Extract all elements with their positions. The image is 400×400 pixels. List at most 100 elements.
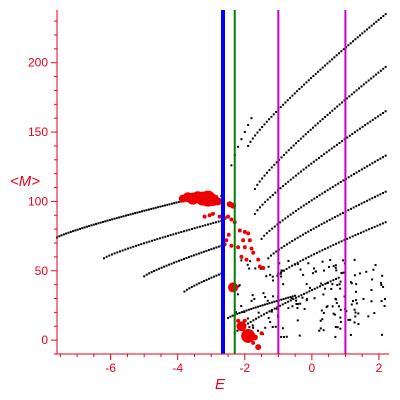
black-point	[200, 281, 203, 284]
black-point	[384, 221, 387, 224]
black-point	[215, 274, 218, 277]
black-point	[326, 113, 329, 116]
black-point	[124, 248, 127, 251]
black-point	[328, 111, 331, 114]
black-point	[217, 220, 220, 223]
black-point	[310, 162, 313, 165]
black-point	[328, 149, 331, 152]
black-point	[280, 271, 283, 274]
black-point	[163, 204, 166, 207]
black-point	[282, 185, 285, 188]
black-point	[372, 268, 375, 271]
black-point	[285, 243, 288, 246]
black-point	[85, 225, 88, 228]
black-point	[382, 15, 385, 18]
black-point	[302, 135, 305, 138]
black-point	[352, 206, 355, 209]
black-point	[271, 279, 274, 282]
black-point	[254, 306, 257, 309]
black-point	[305, 166, 308, 169]
black-point	[291, 94, 294, 97]
black-point	[271, 275, 274, 278]
black-point	[173, 261, 176, 264]
black-point	[129, 213, 132, 216]
black-point	[280, 269, 283, 272]
black-point	[355, 171, 358, 174]
black-point	[265, 275, 268, 278]
black-point	[69, 230, 72, 233]
black-point	[320, 223, 323, 226]
black-point	[379, 69, 382, 72]
black-point	[335, 242, 338, 245]
black-point	[227, 316, 230, 319]
black-point	[138, 210, 141, 213]
black-point	[356, 129, 359, 132]
black-point	[364, 124, 367, 127]
black-point	[371, 162, 374, 165]
black-point	[384, 13, 387, 16]
black-point	[381, 222, 384, 225]
black-point	[203, 280, 206, 283]
black-point	[256, 209, 259, 212]
red-point	[242, 245, 247, 250]
black-point	[380, 333, 383, 336]
black-point	[370, 289, 373, 292]
black-point	[369, 120, 372, 123]
black-point	[253, 212, 256, 215]
black-point	[349, 207, 352, 210]
black-point	[341, 101, 344, 104]
black-point	[371, 118, 374, 121]
red-points	[178, 190, 266, 351]
black-point	[209, 222, 212, 225]
black-point	[303, 83, 306, 86]
black-point	[321, 66, 324, 69]
black-point	[346, 136, 349, 139]
black-point	[296, 236, 299, 239]
black-point	[282, 283, 285, 286]
black-point	[319, 68, 322, 71]
black-point	[270, 115, 273, 118]
black-point	[158, 237, 161, 240]
black-point	[299, 235, 302, 238]
black-point	[202, 250, 205, 253]
black-point	[142, 242, 145, 245]
black-point	[376, 194, 379, 197]
black-point	[328, 60, 331, 63]
black-point	[338, 305, 341, 308]
black-point	[261, 304, 264, 307]
black-point	[353, 274, 356, 277]
black-point	[279, 106, 282, 109]
black-point	[283, 245, 286, 248]
red-point	[261, 266, 266, 270]
red-point	[251, 340, 256, 345]
black-point	[319, 120, 322, 123]
black-point	[193, 284, 196, 287]
black-point	[290, 297, 293, 300]
black-point	[380, 281, 383, 284]
black-point	[317, 224, 320, 227]
black-point	[275, 110, 278, 113]
black-point	[240, 311, 243, 314]
black-point	[271, 227, 274, 230]
black-point	[336, 326, 339, 329]
black-point	[205, 278, 208, 281]
black-point	[101, 220, 104, 223]
black-point	[258, 206, 261, 209]
black-point	[353, 308, 356, 311]
black-point	[81, 227, 84, 230]
black-point	[332, 244, 335, 247]
black-point	[74, 229, 77, 232]
black-point	[215, 246, 218, 249]
black-point	[297, 295, 300, 298]
black-point	[384, 190, 387, 193]
black-point	[305, 297, 308, 300]
black-point	[299, 268, 302, 271]
black-point	[311, 289, 314, 292]
black-point	[324, 282, 327, 285]
red-point	[239, 254, 244, 259]
black-point	[373, 225, 376, 228]
black-point	[153, 238, 156, 241]
black-point	[329, 280, 332, 283]
black-point	[168, 203, 171, 206]
black-point	[261, 126, 264, 129]
